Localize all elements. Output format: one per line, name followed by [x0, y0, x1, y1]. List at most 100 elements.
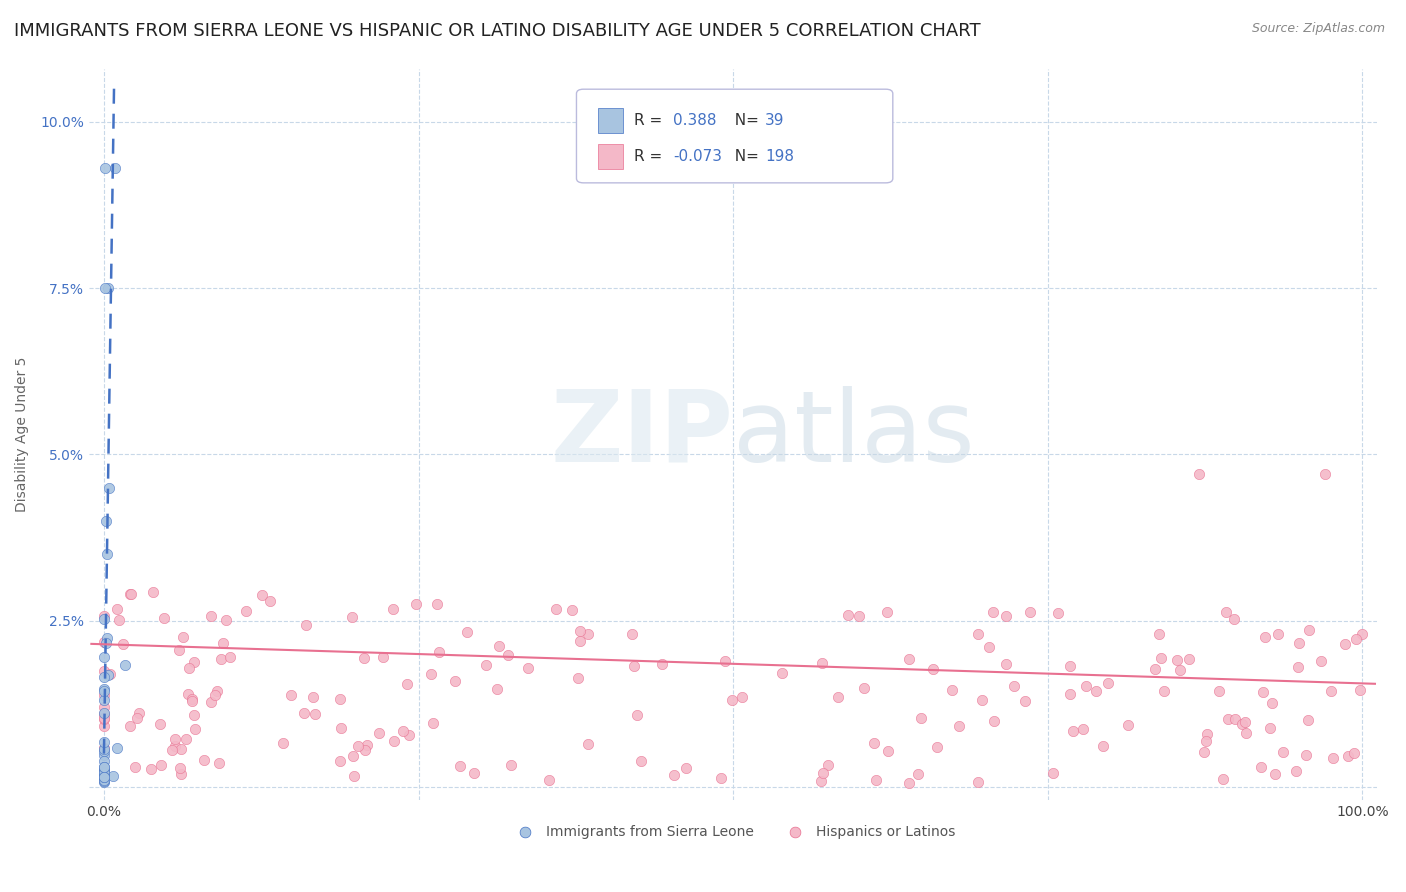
Point — [979, 640, 1001, 654]
Point — [93, 711, 115, 725]
Point — [93, 763, 115, 777]
Point — [1019, 605, 1042, 619]
Point — [93, 608, 115, 623]
Point — [162, 743, 184, 757]
Point — [710, 771, 733, 785]
Point — [93, 742, 115, 756]
Point — [301, 690, 323, 704]
Point — [1178, 652, 1201, 666]
Text: 198: 198 — [765, 149, 794, 163]
Point — [93, 649, 115, 664]
Point — [93, 767, 115, 781]
Point — [1192, 746, 1215, 760]
Point — [1337, 749, 1360, 764]
Text: N=: N= — [725, 149, 765, 163]
Point — [94, 161, 117, 176]
Point — [150, 758, 173, 772]
Point — [271, 736, 294, 750]
Point — [970, 693, 993, 707]
Point — [1230, 716, 1253, 731]
Point — [93, 764, 115, 779]
Point — [1002, 679, 1025, 693]
Point — [714, 654, 737, 668]
Point — [994, 657, 1017, 671]
Point — [1334, 637, 1357, 651]
Point — [101, 769, 124, 783]
Point — [1251, 684, 1274, 698]
Point — [948, 718, 970, 732]
Point — [1216, 713, 1239, 727]
Point — [93, 699, 115, 714]
Point — [111, 637, 134, 651]
Point — [1295, 747, 1317, 762]
Point — [105, 740, 128, 755]
Point — [93, 693, 115, 707]
Point — [252, 587, 274, 601]
Point — [496, 648, 519, 662]
Point — [721, 693, 744, 707]
Point — [865, 772, 887, 787]
Point — [93, 743, 115, 757]
Point — [907, 766, 929, 780]
Point — [93, 682, 115, 697]
Point — [93, 683, 115, 698]
Point — [1212, 772, 1234, 786]
Point — [1319, 684, 1341, 698]
Point — [93, 772, 115, 787]
Point — [165, 739, 187, 754]
Point — [184, 722, 207, 736]
Point — [1074, 679, 1097, 693]
Point — [675, 761, 697, 775]
Point — [114, 658, 136, 673]
Point — [1288, 636, 1310, 650]
Point — [1153, 684, 1175, 698]
Point — [1343, 746, 1365, 760]
Point — [97, 668, 120, 682]
Point — [488, 639, 510, 653]
Point — [211, 636, 233, 650]
Point — [1260, 696, 1282, 710]
Point — [373, 650, 395, 665]
Point — [1222, 612, 1244, 626]
Point — [1286, 660, 1309, 674]
Point — [96, 547, 118, 561]
Point — [169, 742, 191, 756]
Point — [200, 608, 222, 623]
Point — [1348, 682, 1371, 697]
Point — [93, 634, 115, 648]
Text: R =: R = — [634, 149, 668, 163]
Point — [1250, 760, 1272, 774]
Point — [569, 634, 592, 648]
Point — [1059, 688, 1081, 702]
Point — [664, 768, 686, 782]
Point — [367, 725, 389, 739]
Point — [1215, 605, 1237, 619]
Point — [215, 613, 238, 627]
Point — [877, 743, 900, 757]
Point — [93, 775, 115, 789]
Point — [474, 658, 496, 673]
Point — [1085, 684, 1108, 698]
Point — [193, 754, 215, 768]
Point — [104, 161, 127, 176]
Point — [93, 612, 115, 626]
Point — [120, 586, 142, 600]
Point — [810, 656, 832, 670]
Point — [651, 657, 673, 671]
Point — [343, 769, 366, 783]
Point — [1223, 712, 1246, 726]
Point — [1149, 627, 1171, 641]
Point — [382, 602, 405, 616]
Y-axis label: Disability Age Under 5: Disability Age Under 5 — [15, 357, 30, 512]
Point — [623, 659, 645, 673]
Text: N=: N= — [725, 113, 765, 128]
Text: Source: ZipAtlas.com: Source: ZipAtlas.com — [1251, 22, 1385, 36]
Text: ZIP: ZIP — [550, 386, 733, 483]
Point — [93, 770, 115, 784]
Point — [96, 631, 118, 645]
Point — [1310, 654, 1333, 668]
Point — [205, 683, 228, 698]
Point — [1208, 684, 1230, 698]
Point — [94, 636, 117, 650]
Point — [353, 651, 375, 665]
